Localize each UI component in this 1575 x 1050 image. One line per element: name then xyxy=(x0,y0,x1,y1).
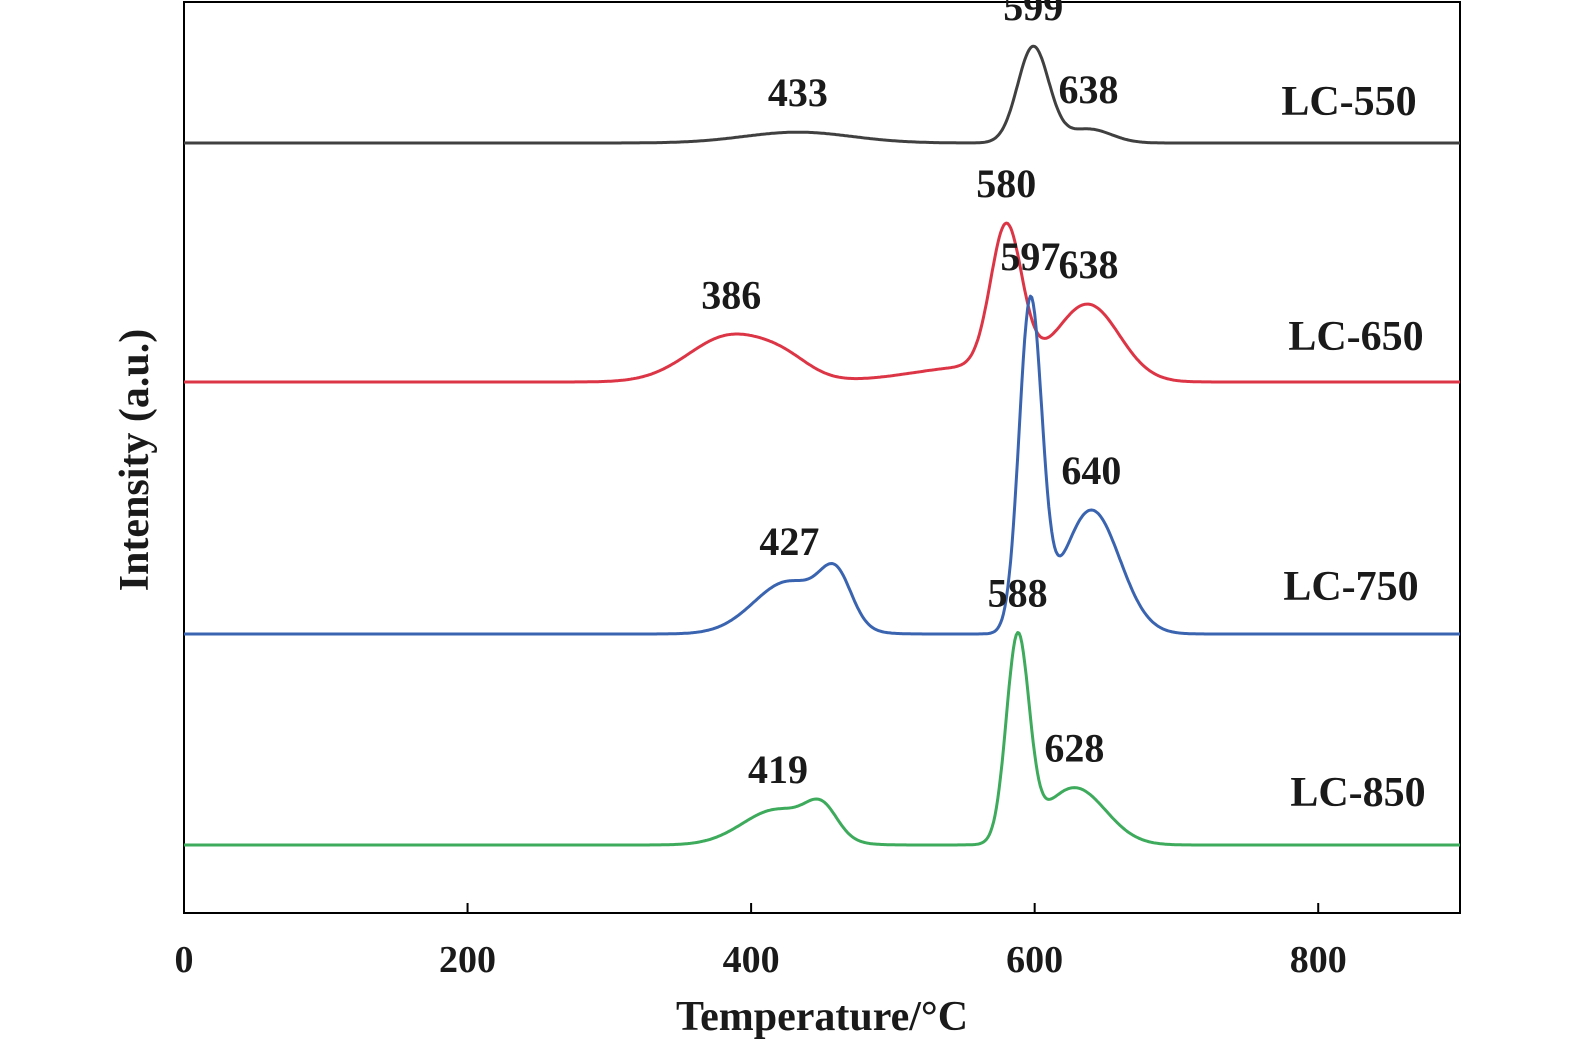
peak-label-lc-550-638: 638 xyxy=(1059,67,1119,112)
series-curves xyxy=(183,44,1461,847)
plot-frame xyxy=(183,1,1461,914)
x-tick-label-800: 800 xyxy=(1290,939,1347,981)
peak-label-lc-750-597: 597 xyxy=(1000,234,1060,279)
peak-label-lc-650-638: 638 xyxy=(1059,242,1119,287)
peak-label-lc-750-427: 427 xyxy=(759,519,819,564)
y-axis-title: Intensity (a.u.) xyxy=(112,329,158,592)
peak-label-lc-750-640: 640 xyxy=(1061,448,1121,493)
series-label-lc-750: LC-750 xyxy=(1283,564,1418,610)
curve-lc-850 xyxy=(183,631,1461,847)
peak-label-lc-550-433: 433 xyxy=(768,70,828,115)
curve-lc-550 xyxy=(183,44,1461,145)
curve-lc-650 xyxy=(183,221,1461,384)
curve-lc-750 xyxy=(183,294,1461,636)
peak-label-lc-650-580: 580 xyxy=(976,161,1036,206)
peak-labels: 433 599 638 LC-550 386 580 638 LC-650 427 597 640 L… xyxy=(701,0,1425,816)
x-tick-label-200: 200 xyxy=(439,939,496,981)
x-tick-label-600: 600 xyxy=(1006,939,1063,981)
peak-label-lc-850-628: 628 xyxy=(1044,726,1104,771)
peak-label-lc-650-386: 386 xyxy=(701,272,761,317)
peak-label-lc-850-588: 588 xyxy=(988,571,1048,616)
x-axis-title: Temperature/°C xyxy=(676,994,968,1040)
x-tick-label-0: 0 xyxy=(175,939,194,981)
x-axis-ticks: 0 200 400 600 800 xyxy=(175,903,1347,981)
series-label-lc-550: LC-550 xyxy=(1281,79,1416,125)
peak-label-lc-550-599: 599 xyxy=(1003,0,1063,29)
series-label-lc-850: LC-850 xyxy=(1290,770,1425,816)
peak-label-lc-850-419: 419 xyxy=(748,747,808,792)
series-label-lc-650: LC-650 xyxy=(1288,314,1423,360)
x-tick-label-400: 400 xyxy=(723,939,780,981)
